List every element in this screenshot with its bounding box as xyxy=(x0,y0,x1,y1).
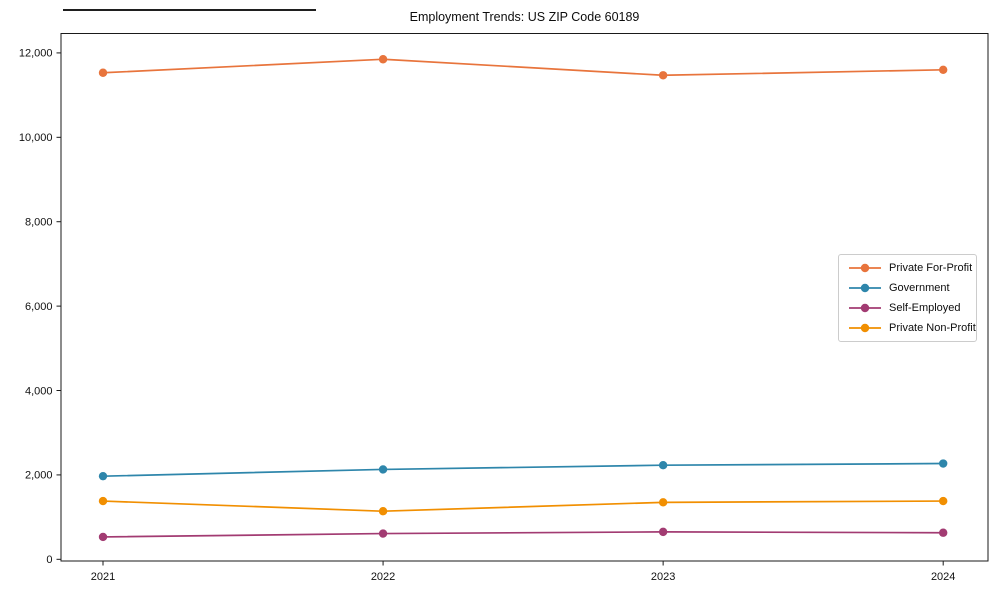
legend-item-label: Self-Employed xyxy=(889,301,961,314)
data-point-marker xyxy=(658,498,668,507)
y-axis-tick-label: 6,000 xyxy=(25,301,53,313)
x-axis-tick-label: 2021 xyxy=(91,571,115,583)
data-point-marker xyxy=(378,529,388,538)
legend-item: Private For-Profit xyxy=(839,262,976,274)
legend-item-label: Private For-Profit xyxy=(889,261,973,274)
data-point-marker xyxy=(98,68,108,77)
data-point-marker xyxy=(658,461,668,470)
y-axis-tick-label: 12,000 xyxy=(19,48,53,60)
data-point-marker xyxy=(98,532,108,542)
data-point-marker xyxy=(378,465,388,474)
x-axis-tick-label: 2022 xyxy=(371,571,395,583)
legend-item: Government xyxy=(839,282,976,294)
chart-title: Employment Trends: US ZIP Code 60189 xyxy=(409,10,640,24)
data-point-marker xyxy=(938,65,948,74)
data-point-marker xyxy=(658,71,668,80)
y-axis-tick-label: 8,000 xyxy=(25,217,53,229)
series-line xyxy=(102,462,944,478)
series-line xyxy=(102,58,944,77)
y-axis-tick-label: 10,000 xyxy=(19,132,53,144)
legend-item: Private Non-Profit xyxy=(839,322,976,334)
x-axis-tick-label: 2024 xyxy=(931,571,955,583)
y-axis-tick-label: 4,000 xyxy=(25,385,53,397)
data-point-marker xyxy=(938,459,948,468)
data-point-marker xyxy=(938,528,948,537)
data-point-marker xyxy=(658,527,668,537)
legend-marker-icon xyxy=(849,303,881,313)
data-point-marker xyxy=(938,496,948,506)
data-point-marker xyxy=(378,55,388,64)
top-border-line xyxy=(63,9,316,11)
legend-marker-icon xyxy=(849,283,881,293)
legend-marker-icon xyxy=(849,263,881,273)
legend-item-label: Government xyxy=(889,281,950,294)
data-point-marker xyxy=(98,471,108,481)
y-axis-tick-label: 2,000 xyxy=(25,470,53,482)
legend-item: Self-Employed xyxy=(839,302,976,314)
data-point-marker xyxy=(378,507,388,516)
series-line xyxy=(102,531,944,538)
plot-frame xyxy=(60,33,989,562)
chart-legend: Private For-Profit Government Self-Employe… xyxy=(838,254,977,342)
series-line xyxy=(102,500,944,513)
x-axis-tick-label: 2023 xyxy=(651,571,675,583)
data-point-marker xyxy=(98,496,108,506)
legend-item-label: Private Non-Profit xyxy=(889,321,976,334)
legend-marker-icon xyxy=(849,323,881,333)
y-axis-tick-label: 0 xyxy=(46,554,52,566)
